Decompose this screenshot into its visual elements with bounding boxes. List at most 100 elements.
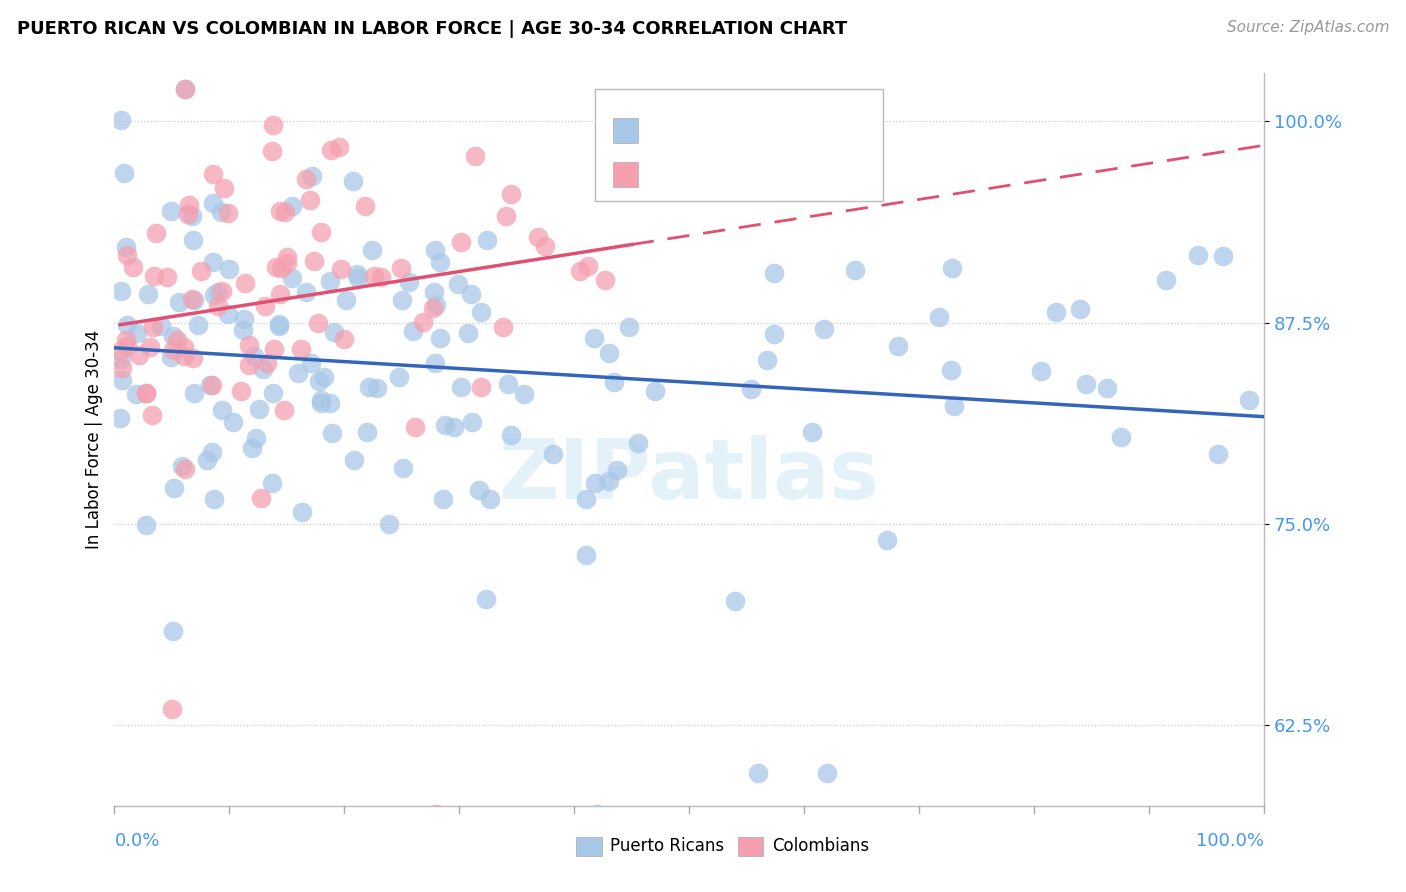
Point (321, 426, 343, 441)
Point (575, 491, 598, 506)
Point (425, 806, 447, 821)
Point (238, 338, 260, 352)
Point (187, 318, 209, 333)
Point (499, 186, 522, 201)
Point (301, 169, 323, 183)
Point (346, 267, 368, 281)
Point (160, 702, 183, 716)
Point (110, 284, 132, 298)
Point (356, 425, 378, 439)
Text: 0.0%: 0.0% (114, 832, 160, 850)
Point (256, 356, 278, 370)
Point (447, 277, 470, 291)
Point (598, 474, 620, 488)
Point (404, 419, 426, 434)
Point (162, 329, 184, 343)
Point (603, 376, 626, 390)
Point (762, 266, 785, 280)
Point (429, 255, 451, 269)
Point (309, 225, 332, 239)
Point (412, 315, 434, 329)
Point (254, 299, 277, 313)
Point (127, 326, 149, 341)
Point (145, 226, 167, 240)
Point (267, 318, 290, 333)
Point (360, 244, 382, 258)
Point (332, 332, 354, 346)
Point (128, 348, 150, 362)
Point (307, 316, 329, 330)
Point (583, 476, 606, 491)
Point (295, 285, 318, 299)
Point (627, 436, 650, 450)
Point (173, 340, 195, 354)
Point (173, 82, 195, 96)
Point (163, 482, 186, 496)
Point (534, 239, 557, 253)
Point (347, 270, 370, 285)
Point (201, 167, 224, 181)
Point (211, 403, 233, 417)
Point (941, 261, 963, 276)
Point (1029, 364, 1052, 378)
Point (928, 310, 950, 325)
Point (457, 326, 479, 340)
Point (273, 403, 295, 417)
Point (308, 375, 330, 389)
Point (425, 298, 447, 312)
Point (160, 351, 183, 365)
Point (432, 491, 454, 506)
Point (335, 293, 357, 307)
Point (470, 380, 492, 394)
Point (425, 356, 447, 370)
Point (141, 408, 163, 422)
Point (605, 462, 627, 476)
Point (644, 384, 666, 398)
Point (747, 766, 769, 780)
Point (179, 198, 201, 212)
Point (887, 339, 910, 353)
Text: N =: N = (759, 163, 796, 181)
Point (450, 235, 472, 249)
Point (342, 174, 364, 188)
Point (202, 492, 225, 507)
Point (207, 285, 229, 300)
Point (111, 361, 134, 376)
Point (470, 304, 492, 318)
Point (135, 518, 157, 533)
Point (370, 269, 392, 284)
Point (598, 346, 620, 360)
Point (217, 307, 239, 321)
Point (270, 261, 292, 276)
Point (298, 193, 321, 207)
Point (263, 343, 285, 357)
Point (201, 378, 224, 392)
Point (142, 320, 165, 334)
Point (586, 806, 609, 821)
Point (492, 320, 515, 334)
Point (115, 338, 138, 352)
Point (264, 260, 287, 274)
Text: N =: N = (759, 119, 796, 136)
Point (815, 766, 838, 780)
Point (391, 461, 413, 475)
Point (108, 411, 131, 425)
Point (231, 384, 253, 399)
Point (162, 624, 184, 639)
Point (281, 271, 304, 285)
Point (212, 180, 235, 194)
Point (1097, 381, 1119, 395)
Point (112, 166, 135, 180)
Point (139, 340, 162, 354)
Point (122, 260, 145, 274)
Point (378, 516, 401, 531)
Point (172, 458, 194, 473)
Text: 0.413: 0.413 (686, 163, 749, 181)
Point (762, 326, 785, 341)
Point (110, 351, 132, 366)
Point (232, 312, 254, 326)
Point (111, 372, 134, 386)
Point (181, 209, 204, 223)
Point (304, 254, 326, 268)
Point (276, 256, 298, 270)
